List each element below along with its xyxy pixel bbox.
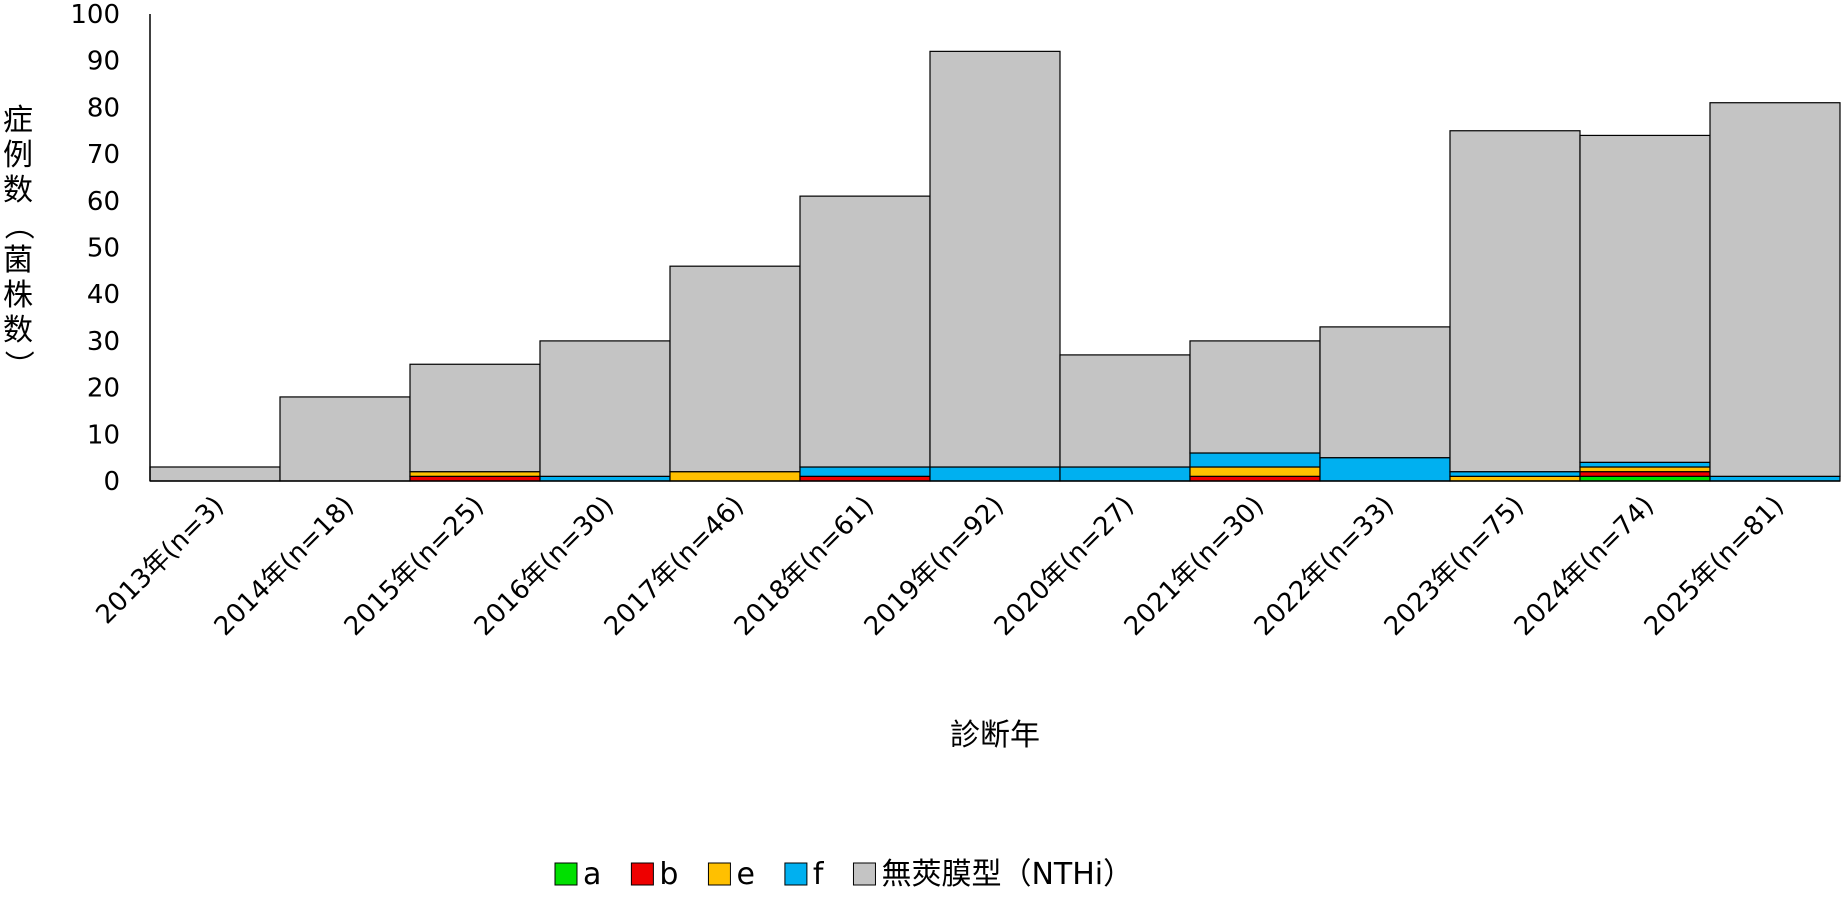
legend-label: f [813, 857, 825, 892]
bar-segment-NTHi-9 [1319, 326, 1451, 459]
y-tick-label: 50 [87, 234, 120, 264]
x-tick-label: 2020年(n=27) [989, 491, 1140, 642]
bar-segment-NTHi-0 [149, 466, 281, 482]
y-tick-label: 70 [87, 140, 120, 170]
x-tick-label: 2013年(n=3) [90, 491, 229, 630]
legend-label: b [659, 857, 678, 892]
y-axis-title-char: 症 [3, 103, 33, 138]
bar-segment-f-10 [1449, 471, 1581, 477]
x-tick-label: 2024年(n=74) [1509, 491, 1660, 642]
legend-swatch [630, 862, 654, 886]
x-tick-label: 2017年(n=46) [599, 491, 750, 642]
bar-segment-NTHi-10 [1449, 130, 1581, 473]
y-tick-label: 0 [103, 467, 120, 497]
x-tick-label: 2016年(n=30) [469, 491, 620, 642]
bar-segment-e-4 [669, 471, 801, 482]
bar-segment-NTHi-8 [1189, 340, 1321, 454]
x-tick-label: 2025年(n=81) [1639, 491, 1790, 642]
y-tick-label: 100 [70, 0, 120, 30]
y-axis-title-char: ） [0, 350, 35, 380]
y-tick-label: 60 [87, 187, 120, 217]
bar-segment-f-7 [1059, 466, 1191, 482]
axes-group [149, 14, 1840, 482]
bar-segment-NTHi-2 [409, 363, 541, 473]
bar-segment-f-6 [929, 466, 1061, 482]
y-tick-label: 80 [87, 93, 120, 123]
x-tick-label: 2015年(n=25) [339, 491, 490, 642]
legend-swatch [707, 862, 731, 886]
y-axis-title-char: 株 [3, 278, 33, 313]
legend-label: e [736, 857, 754, 892]
bar-segment-e-8 [1189, 466, 1321, 477]
y-axis-title-char: （ [0, 210, 35, 240]
x-axis-title: 診断年 [950, 718, 1040, 753]
bars-group [149, 50, 1841, 482]
legend: a b e f 無莢膜型（NTHi） [554, 857, 1133, 892]
y-axis-title: 症例数（菌株数） [0, 103, 35, 380]
bar-segment-e-11 [1579, 466, 1711, 473]
y-tick-label: 30 [87, 327, 120, 357]
bar-segment-f-8 [1189, 452, 1321, 468]
x-tick-label: 2018年(n=61) [729, 491, 880, 642]
y-tick-labels: 0 10 20 30 40 50 60 70 80 90 100 [70, 0, 120, 497]
bar-segment-f-9 [1319, 457, 1451, 482]
bar-segment-f-11 [1579, 461, 1711, 468]
legend-swatch [852, 862, 876, 886]
legend-label: 無莢膜型（NTHi） [881, 857, 1133, 892]
bar-segment-NTHi-6 [929, 50, 1061, 468]
bar-segment-b-11 [1579, 471, 1711, 477]
bar-segment-NTHi-4 [669, 265, 801, 473]
bar-segment-NTHi-3 [539, 340, 671, 477]
y-tick-label: 40 [87, 280, 120, 310]
bar-segment-NTHi-5 [799, 195, 931, 468]
x-tick-labels: 2013年(n=3)2014年(n=18)2015年(n=25)2016年(n=… [90, 491, 1789, 642]
y-tick-label: 20 [87, 374, 120, 404]
y-tick-label: 90 [87, 47, 120, 77]
x-tick-label: 2014年(n=18) [209, 491, 360, 642]
legend-swatch [554, 862, 578, 886]
x-tick-label: 2021年(n=30) [1119, 491, 1270, 642]
bar-segment-NTHi-1 [279, 396, 411, 482]
x-tick-label: 2023年(n=75) [1379, 491, 1530, 642]
y-axis-title-char: 数 [3, 313, 33, 348]
legend-swatch [784, 862, 808, 886]
bar-segment-NTHi-11 [1579, 134, 1711, 463]
bar-segment-NTHi-7 [1059, 354, 1191, 468]
y-axis-title-char: 数 [3, 173, 33, 208]
x-tick-label: 2022年(n=33) [1249, 491, 1400, 642]
y-axis-title-char: 菌 [3, 243, 33, 278]
y-axis-title-char: 例 [3, 138, 33, 173]
legend-label: a [583, 857, 601, 892]
bar-segment-e-2 [409, 471, 541, 477]
bar-segment-f-5 [799, 466, 931, 477]
y-tick-label: 10 [87, 420, 120, 450]
bar-segment-NTHi-12 [1709, 102, 1841, 477]
x-tick-label: 2019年(n=92) [859, 491, 1010, 642]
